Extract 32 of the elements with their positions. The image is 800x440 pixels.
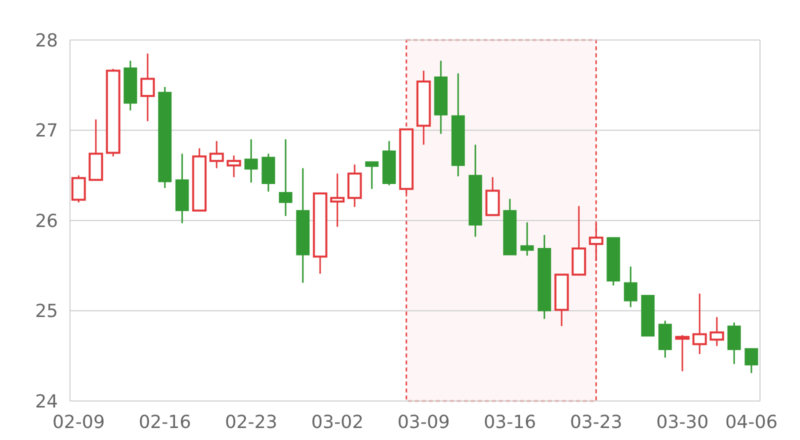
candlestick bbox=[434, 60, 448, 135]
candlestick bbox=[692, 292, 707, 355]
candlestick bbox=[588, 222, 604, 262]
x-tick-label: 03-30 bbox=[656, 412, 709, 433]
x-tick-label: 02-16 bbox=[138, 412, 192, 433]
x-tick-label: 02-23 bbox=[224, 412, 278, 433]
x-tick-label: 03-23 bbox=[570, 412, 622, 433]
candlestick bbox=[244, 138, 258, 184]
y-tick-label: 26 bbox=[35, 210, 58, 232]
y-tick-label: 28 bbox=[35, 30, 58, 52]
candlestick bbox=[175, 152, 189, 224]
candlestick bbox=[330, 172, 345, 228]
candlestick bbox=[416, 70, 431, 146]
x-tick-label: 03-02 bbox=[311, 412, 364, 433]
candlestick bbox=[538, 234, 552, 320]
candlestick bbox=[296, 167, 310, 284]
candlestick bbox=[658, 320, 672, 358]
x-tick-label: 04-06 bbox=[725, 412, 778, 433]
x-tick-label: 02-09 bbox=[52, 412, 105, 433]
y-tick-label: 24 bbox=[35, 391, 58, 412]
candlestick bbox=[140, 52, 155, 122]
candlestick bbox=[262, 152, 276, 192]
candlestick bbox=[158, 86, 172, 189]
x-tick-label: 03-09 bbox=[397, 412, 450, 433]
x-tick-label: 03-16 bbox=[484, 412, 536, 433]
y-tick-label: 27 bbox=[35, 120, 58, 142]
y-tick-label: 25 bbox=[35, 301, 58, 322]
candlestick bbox=[468, 144, 482, 238]
candlestick bbox=[451, 72, 465, 178]
candlestick bbox=[278, 138, 292, 217]
candlestick bbox=[124, 60, 138, 112]
candlestick bbox=[347, 164, 362, 208]
